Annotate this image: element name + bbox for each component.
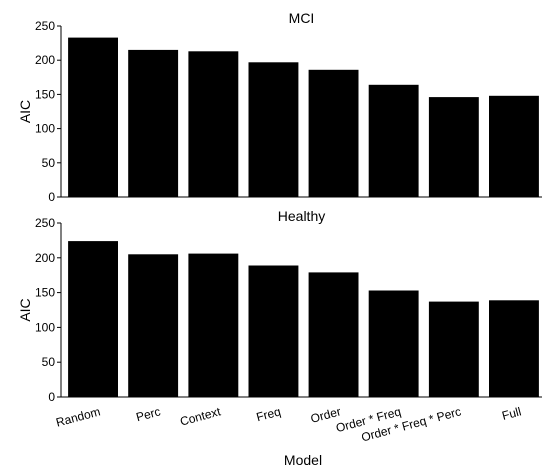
y-tick-label-2-2: 100 — [35, 320, 55, 334]
y-tick-label-1-4: 200 — [35, 53, 55, 67]
panel-title-1: MCI — [289, 10, 315, 26]
y-tick-label-2-1: 50 — [42, 355, 56, 369]
x-axis-label: Model — [284, 452, 322, 468]
y-axis-label-1: AIC — [17, 100, 33, 123]
bar-1-8 — [489, 95, 539, 197]
bar-2-2 — [128, 254, 179, 397]
y-tick-label-2-4: 200 — [35, 251, 55, 265]
panel-title-2: Healthy — [278, 208, 325, 224]
bar-1-4 — [248, 62, 299, 197]
y-tick-label-1-1: 50 — [42, 156, 56, 170]
category-label-8: Full — [500, 404, 522, 423]
category-label-2: Perc — [134, 404, 161, 424]
bar-2-7 — [428, 301, 479, 397]
y-tick-label-1-3: 150 — [35, 87, 55, 101]
bar-1-7 — [428, 97, 479, 197]
bar-2-1 — [68, 241, 118, 397]
bar-1-3 — [188, 51, 239, 197]
bar-2-5 — [308, 272, 359, 397]
bar-2-3 — [188, 253, 239, 397]
bar-1-5 — [308, 69, 359, 197]
y-tick-label-1-2: 100 — [35, 122, 55, 136]
y-tick-label-2-0: 0 — [48, 390, 55, 404]
y-tick-label-1-0: 0 — [48, 190, 55, 204]
bar-2-6 — [368, 290, 419, 397]
bar-1-1 — [68, 37, 118, 197]
y-axis-label-2: AIC — [17, 298, 33, 321]
y-tick-label-2-5: 250 — [35, 216, 55, 230]
category-label-4: Freq — [255, 404, 282, 424]
category-label-1: Random — [54, 404, 101, 429]
bar-1-2 — [128, 49, 179, 198]
category-label-3: Context — [179, 404, 223, 428]
chart-panel-2: 0 50 100 150 200 250 Healthy AIC Random Perc Conte… — [17, 208, 542, 468]
bar-2-4 — [248, 265, 299, 397]
bar-1-6 — [368, 84, 419, 197]
y-tick-label-2-3: 150 — [35, 286, 55, 300]
y-tick-label-1-5: 250 — [35, 19, 55, 33]
bar-2-8 — [489, 300, 539, 397]
chart-panel-1: 0 50 100 150 200 250 MCI AIC — [17, 10, 542, 204]
